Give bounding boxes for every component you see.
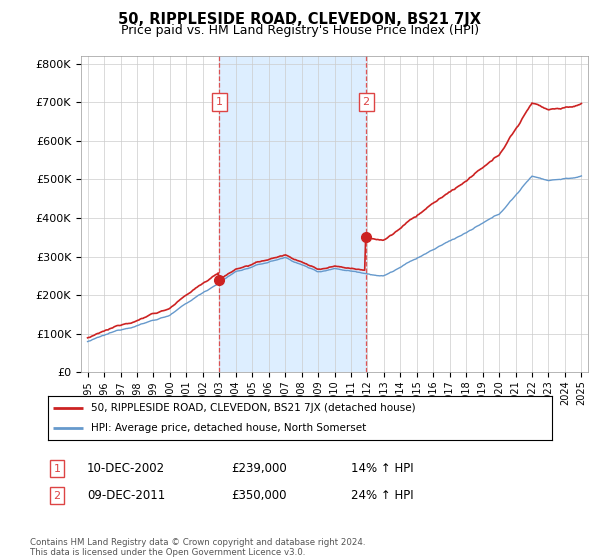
- Text: 1: 1: [216, 97, 223, 108]
- Text: 2: 2: [53, 491, 61, 501]
- Text: 24% ↑ HPI: 24% ↑ HPI: [351, 489, 413, 502]
- Text: £239,000: £239,000: [231, 462, 287, 475]
- Text: Price paid vs. HM Land Registry's House Price Index (HPI): Price paid vs. HM Land Registry's House …: [121, 24, 479, 36]
- Text: Contains HM Land Registry data © Crown copyright and database right 2024.
This d: Contains HM Land Registry data © Crown c…: [30, 538, 365, 557]
- Text: 2: 2: [362, 97, 370, 108]
- Text: 14% ↑ HPI: 14% ↑ HPI: [351, 462, 413, 475]
- Text: 50, RIPPLESIDE ROAD, CLEVEDON, BS21 7JX: 50, RIPPLESIDE ROAD, CLEVEDON, BS21 7JX: [119, 12, 482, 27]
- Bar: [219, 56, 366, 372]
- Text: 50, RIPPLESIDE ROAD, CLEVEDON, BS21 7JX (detached house): 50, RIPPLESIDE ROAD, CLEVEDON, BS21 7JX …: [91, 403, 415, 413]
- Text: 1: 1: [53, 464, 61, 474]
- Text: 09-DEC-2011: 09-DEC-2011: [87, 489, 165, 502]
- Text: £350,000: £350,000: [231, 489, 287, 502]
- Text: HPI: Average price, detached house, North Somerset: HPI: Average price, detached house, Nort…: [91, 423, 366, 433]
- Text: 10-DEC-2002: 10-DEC-2002: [87, 462, 165, 475]
